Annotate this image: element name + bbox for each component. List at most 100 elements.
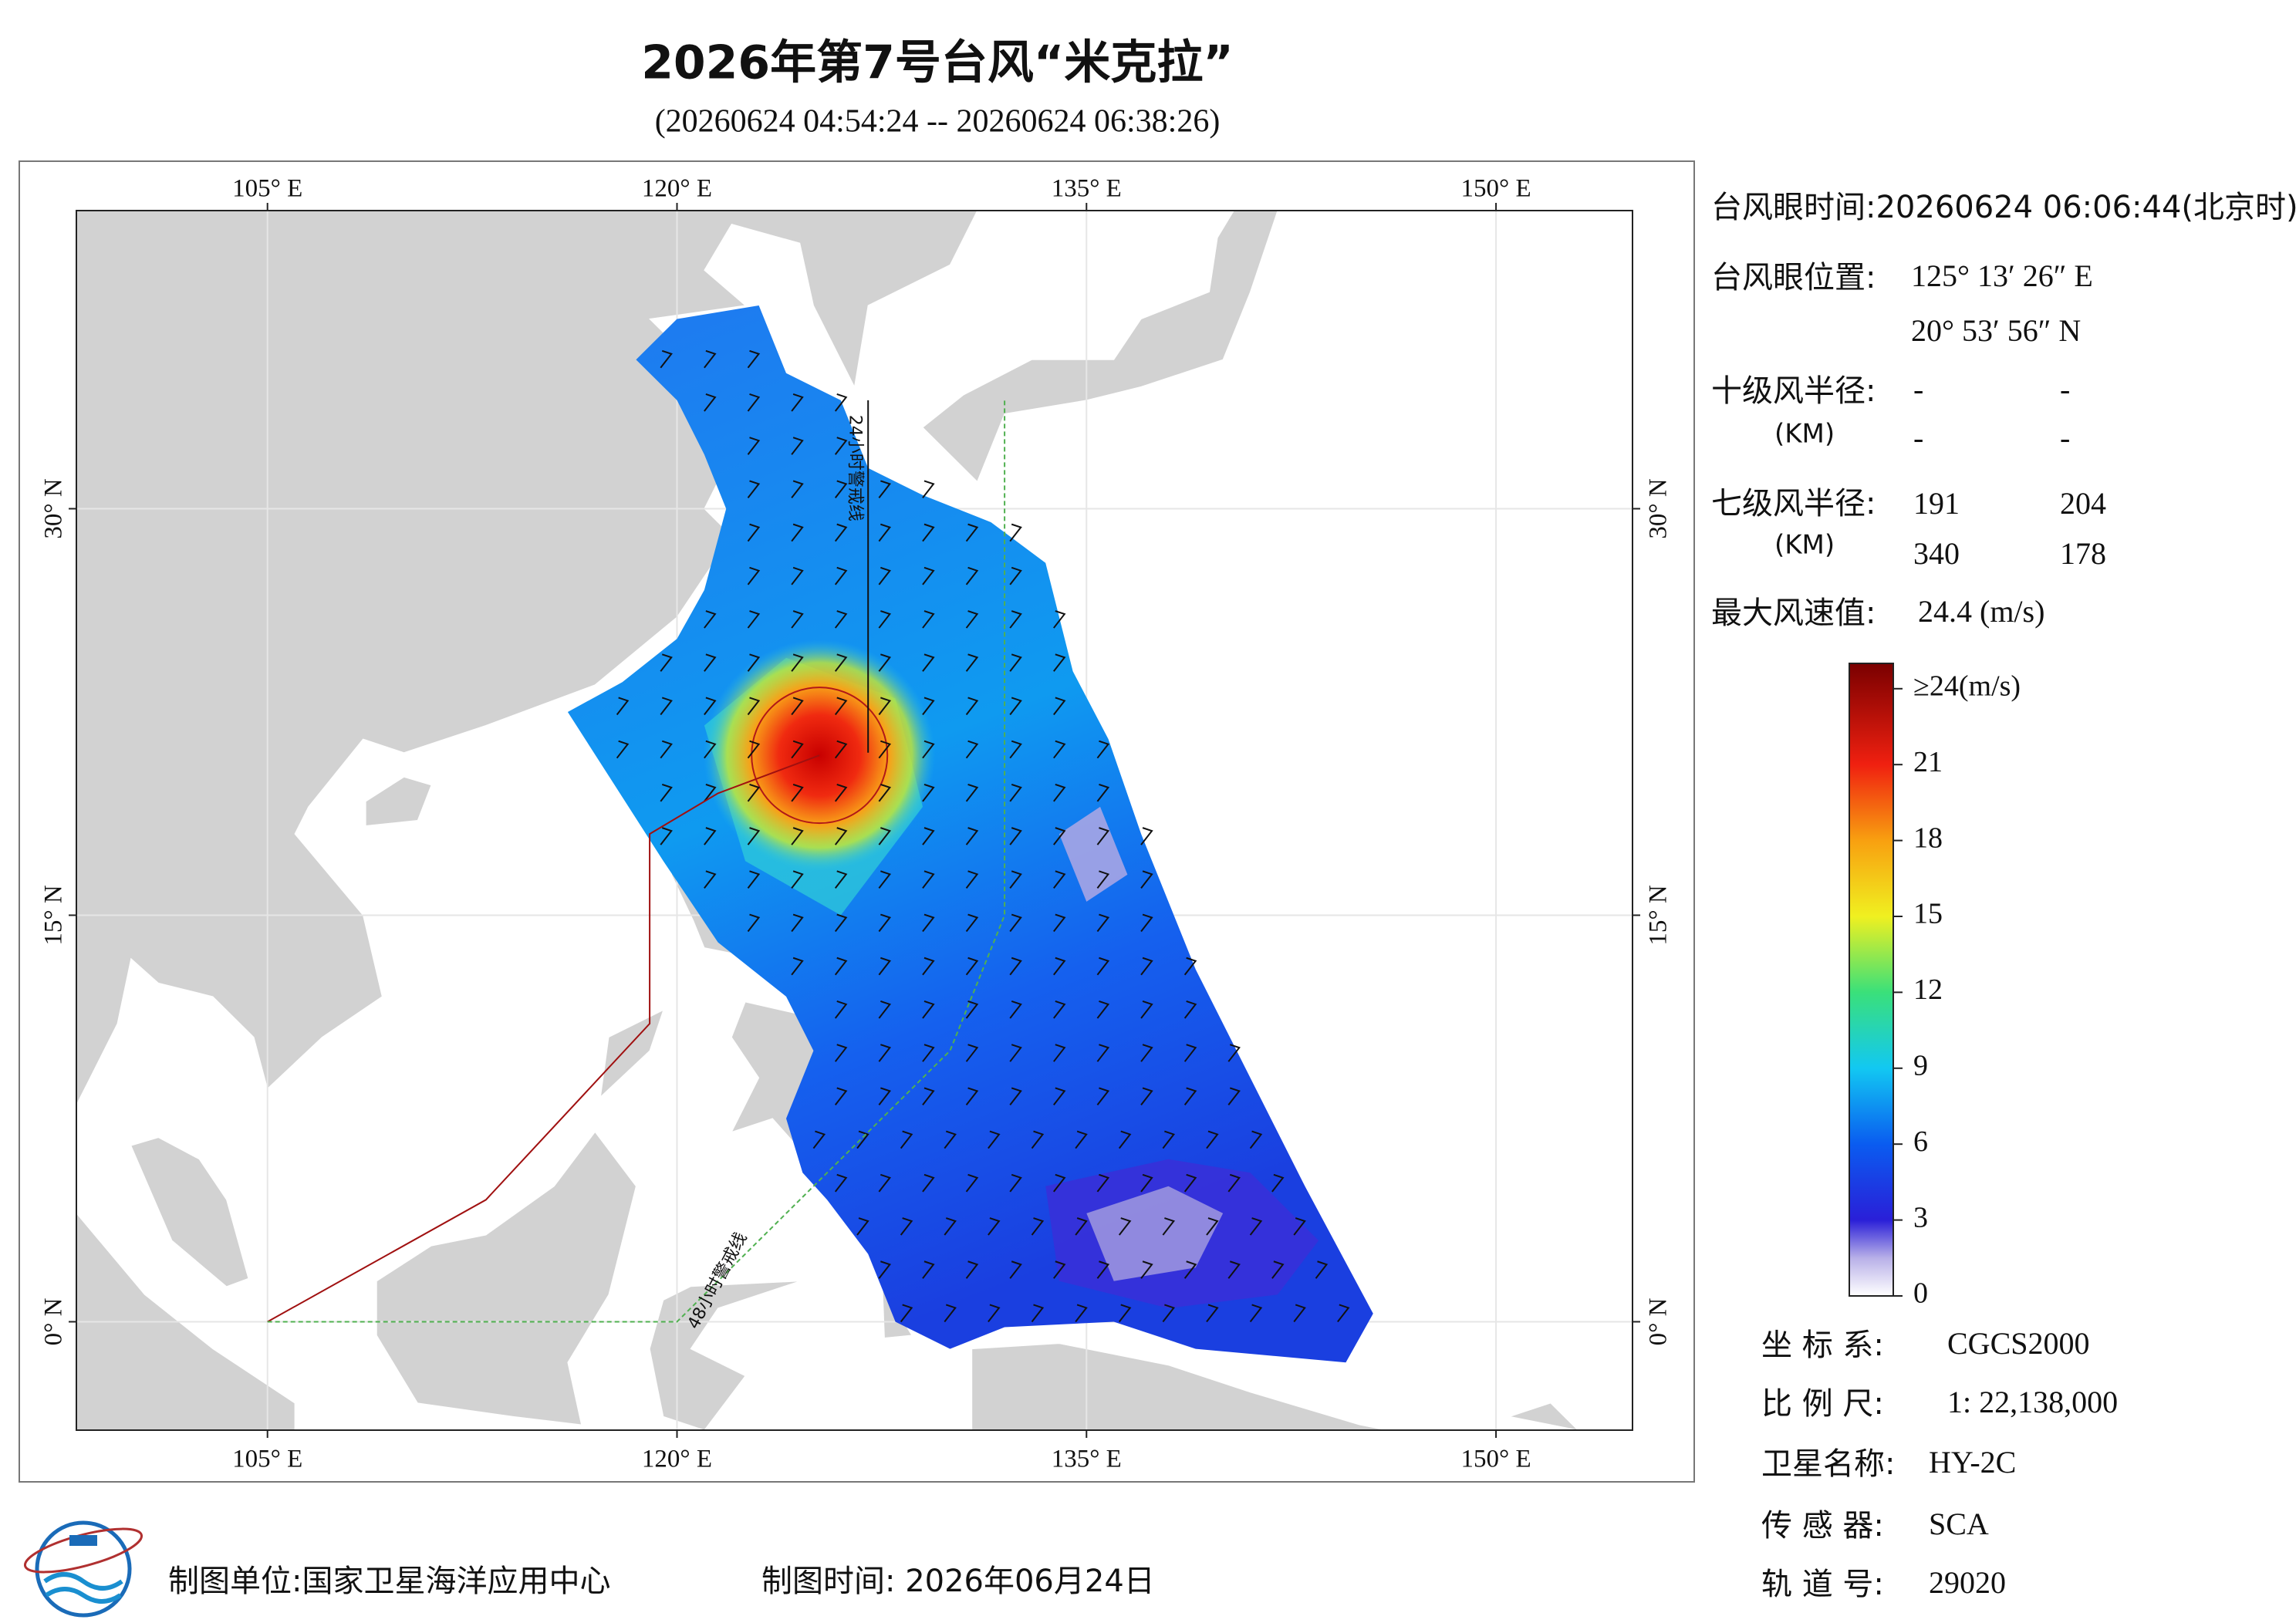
wind-barb — [965, 957, 979, 976]
wind-barb — [1053, 653, 1066, 672]
wind-barb — [965, 610, 979, 629]
wind-barb — [878, 1087, 892, 1106]
wind-barb — [965, 523, 979, 542]
satellite-label: 卫星名称: — [1761, 1446, 1895, 1482]
wind-barb — [1118, 1304, 1132, 1323]
wind-barb — [878, 610, 892, 629]
wind-barb — [704, 393, 717, 412]
wind-barb — [1053, 957, 1066, 976]
wind-barb — [922, 913, 935, 933]
wind-barb — [1249, 1304, 1263, 1323]
wind-barb — [1096, 1260, 1110, 1279]
y-tick-label: 30° N — [1645, 478, 1673, 538]
line-24h-label: 24小时警戒线 — [846, 415, 865, 521]
wind-barb — [878, 480, 892, 499]
wind-barb — [747, 393, 761, 412]
wind-barb — [856, 1130, 869, 1149]
r7-label: 七级风半径: — [1711, 486, 1876, 521]
wind-barb — [1053, 1044, 1066, 1062]
wind-barb — [791, 740, 804, 759]
wind-barb — [922, 1260, 935, 1279]
x-tick-label: 120° E — [642, 175, 712, 203]
wind-barb — [1009, 653, 1022, 672]
wind-barb — [965, 566, 979, 585]
wind-barb — [965, 827, 979, 845]
wind-barb — [988, 1304, 1001, 1323]
wind-barb — [1293, 1304, 1306, 1323]
wind-barb — [747, 610, 761, 629]
eye-lon: 125° 13′ 26″ E — [1911, 258, 2093, 293]
wind-barb — [965, 697, 979, 716]
wind-barb — [922, 1087, 935, 1106]
wind-barb — [1337, 1304, 1350, 1323]
wind-barb — [1096, 783, 1110, 802]
wind-barb — [1140, 957, 1153, 976]
wind-barb — [922, 610, 935, 629]
satellite-value: HY-2C — [1929, 1445, 2016, 1480]
landmass — [1508, 1402, 1578, 1430]
wind-barb — [1009, 957, 1022, 976]
subtitle: (20260624 04:54:24 -- 20260624 06:38:26) — [655, 104, 1221, 140]
wind-barb — [834, 1044, 848, 1062]
wind-barb — [1009, 913, 1022, 933]
wind-barb — [791, 566, 804, 585]
wind-barb — [1183, 1173, 1197, 1193]
wind-barb — [747, 480, 761, 499]
wind-barb — [704, 827, 717, 845]
wind-barb — [922, 1173, 935, 1193]
wind-barb — [878, 783, 892, 802]
wind-barb — [1053, 870, 1066, 889]
r10-label: 十级风半径: — [1711, 373, 1876, 409]
swath-calm — [1086, 1186, 1224, 1281]
wind-barb — [878, 827, 892, 845]
wind-barb — [1053, 913, 1066, 933]
wind-barb — [834, 957, 848, 976]
wind-barb — [878, 566, 892, 585]
wind-barb — [1053, 783, 1066, 802]
wind-barb — [834, 523, 848, 542]
wind-barb — [965, 1260, 979, 1279]
wind-barb — [900, 1130, 913, 1149]
landmass — [599, 1009, 664, 1098]
wind-barb — [834, 1173, 848, 1193]
wind-barb — [1009, 566, 1022, 585]
wind-barb — [616, 740, 630, 759]
logo — [23, 1520, 144, 1618]
y-tick-label: 30° N — [40, 478, 68, 538]
scale-label: 比 例 尺: — [1761, 1386, 1884, 1422]
wind-barb — [1140, 1260, 1153, 1279]
wind-barb — [747, 783, 761, 802]
wind-barb — [834, 1087, 848, 1106]
wind-barb — [1183, 1260, 1197, 1279]
wind-barb — [1009, 610, 1022, 629]
wind-barb — [747, 870, 761, 889]
wind-barb — [965, 740, 979, 759]
wind-barb — [944, 1304, 957, 1323]
map-frame — [19, 160, 1695, 1483]
colorbar-tick-label: 6 — [1913, 1125, 1928, 1158]
r10-value: - — [2060, 420, 2070, 455]
wind-barb — [1183, 957, 1197, 976]
orbit-value: 29020 — [1929, 1565, 2006, 1600]
wind-barb — [1096, 957, 1110, 976]
wind-barb — [922, 523, 935, 542]
wind-barb — [1227, 1173, 1241, 1193]
wind-barb — [791, 437, 804, 455]
line-48h — [267, 400, 1006, 1323]
wind-barb — [878, 523, 892, 542]
wind-barb — [1096, 740, 1110, 759]
y-tick-label: 15° N — [1645, 885, 1673, 945]
wind-barb — [1249, 1130, 1263, 1149]
wind-barb — [704, 740, 717, 759]
wind-barb — [1183, 1087, 1197, 1106]
wind-barb — [1053, 740, 1066, 759]
wind-barb — [704, 783, 717, 802]
wind-barb — [791, 783, 804, 802]
wind-barb — [1009, 827, 1022, 845]
wind-barb — [747, 653, 761, 672]
wind-barb — [1009, 1173, 1022, 1193]
wind-barb — [660, 349, 673, 369]
r7-unit: (KM) — [1774, 530, 1835, 561]
landmass — [376, 1131, 636, 1426]
wind-barb — [878, 1173, 892, 1193]
